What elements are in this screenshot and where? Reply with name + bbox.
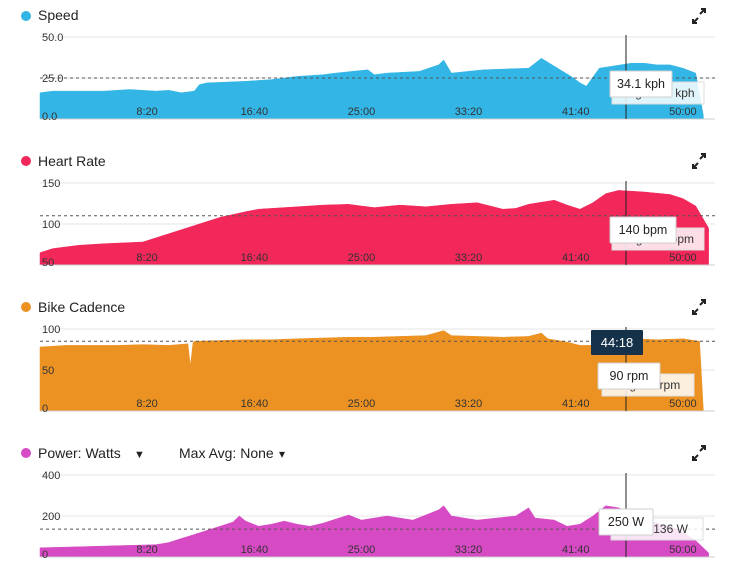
power-y-tick-label: 0	[42, 549, 48, 561]
power-x-tick-label: 50:00	[669, 544, 697, 556]
heart-rate-x-tick-label: 50:00	[669, 252, 697, 264]
power-x-tick-label: 16:40	[241, 544, 269, 556]
power-y-tick-label: 200	[42, 511, 60, 523]
cadence-value-tooltip-text: 90 rpm	[610, 369, 649, 383]
heart-rate-panel: Heart Rate	[21, 153, 706, 169]
cadence-x-tick-label: 8:20	[136, 398, 157, 410]
power-y-tick-label: 400	[42, 470, 60, 482]
speed-value-tooltip	[609, 70, 673, 98]
cadence-y-tick-label: 50	[42, 365, 54, 377]
expand-icon[interactable]	[692, 299, 706, 315]
power-value-tooltip	[598, 508, 654, 536]
cadence-color-dot	[21, 302, 31, 312]
heart-rate-x-tick-label: 41:40	[562, 252, 590, 264]
speed-x-tick-label: 8:20	[136, 106, 157, 118]
expand-icon[interactable]	[692, 153, 706, 169]
speed-y-tick-label: 0.0	[42, 111, 57, 123]
speed-x-tick-label: 16:40	[241, 106, 269, 118]
cadence-chart-title: Bike Cadence	[38, 299, 125, 315]
max-avg-dropdown[interactable]: Max Avg: None ▾	[179, 445, 285, 461]
speed-x-tick-label: 33:20	[455, 106, 483, 118]
speed-color-dot	[21, 11, 31, 21]
heart-rate-area-series	[39, 190, 709, 266]
power-x-tick-label: 25:00	[348, 544, 376, 556]
heart-rate-x-tick-label: 8:20	[136, 252, 157, 264]
cadence-x-tick-label: 16:40	[241, 398, 269, 410]
power-x-tick-label: 8:20	[136, 544, 157, 556]
speed-value-tooltip-text: 34.1 kph	[617, 77, 665, 91]
cadence-x-tick-label: 41:40	[562, 398, 590, 410]
expand-icon[interactable]	[692, 8, 706, 24]
chevron-down-icon: ▾	[279, 447, 285, 461]
cadence-x-tick-label: 33:20	[455, 398, 483, 410]
power-metric-dropdown-label: Power: Watts	[38, 445, 121, 461]
cadence-y-tick-label: 100	[42, 324, 60, 336]
cadence-value-tooltip	[597, 362, 661, 390]
heart-rate-y-tick-label: 50	[42, 257, 54, 269]
heart-rate-y-tick-label: 100	[42, 219, 60, 231]
heart-rate-color-dot	[21, 156, 31, 166]
expand-icon[interactable]	[692, 445, 706, 461]
speed-panel: Speed	[21, 7, 706, 24]
heart-rate-chart-title: Heart Rate	[38, 153, 106, 169]
heart-rate-x-tick-label: 25:00	[348, 252, 376, 264]
power-color-dot	[21, 448, 31, 458]
heart-rate-value-tooltip	[609, 216, 677, 244]
power-x-tick-label: 41:40	[562, 544, 590, 556]
cursor-time-badge-text: 44:18	[601, 335, 634, 350]
cadence-y-tick-label: 0	[42, 403, 48, 415]
cadence-panel: Bike Cadence	[21, 299, 706, 315]
speed-x-tick-label: 25:00	[348, 106, 376, 118]
power-metric-dropdown[interactable]: Power: Watts ▼	[38, 445, 145, 461]
speed-x-tick-label: 41:40	[562, 106, 590, 118]
speed-chart-title: Speed	[38, 7, 78, 23]
speed-y-tick-label: 50.0	[42, 32, 63, 44]
power-area-series	[39, 505, 709, 558]
speed-x-tick-label: 50:00	[669, 106, 697, 118]
power-value-tooltip-text: 250 W	[608, 515, 644, 529]
max-avg-dropdown-label: Max Avg: None	[179, 445, 274, 461]
cadence-x-tick-label: 50:00	[669, 398, 697, 410]
heart-rate-x-tick-label: 33:20	[455, 252, 483, 264]
power-panel: Power: Watts ▼ Max Avg: None ▾	[21, 445, 706, 461]
speed-area-series	[39, 57, 704, 120]
heart-rate-value-tooltip-text: 140 bpm	[619, 223, 668, 237]
chevron-down-icon: ▼	[134, 449, 145, 461]
power-x-tick-label: 33:20	[455, 544, 483, 556]
speed-y-tick-label: 25.0	[42, 73, 63, 85]
heart-rate-x-tick-label: 16:40	[241, 252, 269, 264]
heart-rate-y-tick-label: 150	[42, 178, 60, 190]
cadence-x-tick-label: 25:00	[348, 398, 376, 410]
cursor-time-badge	[591, 330, 643, 355]
